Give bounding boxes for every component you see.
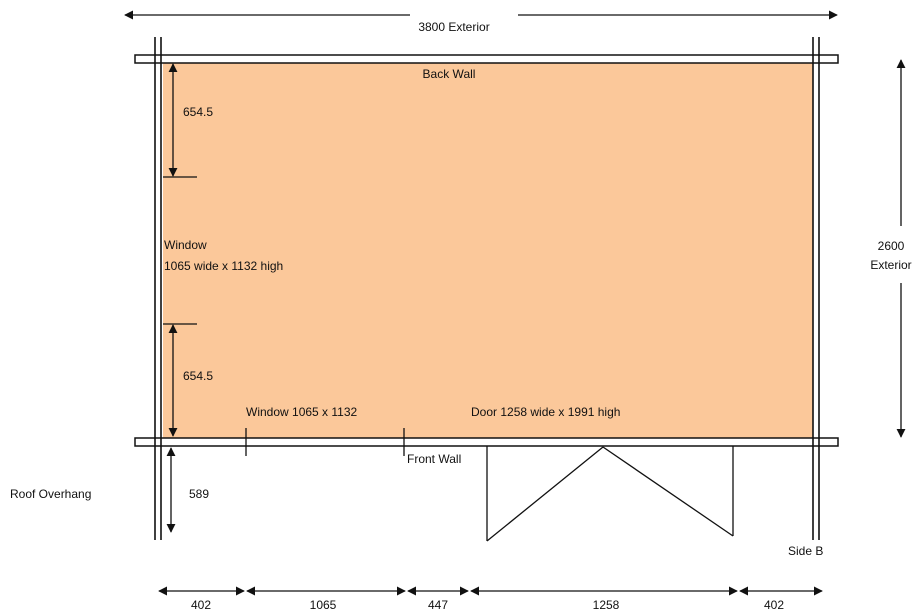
- door-label: Door 1258 wide x 1991 high: [471, 405, 620, 419]
- front-wall-beam: [134, 437, 839, 447]
- right-dimension-unit: Exterior: [870, 258, 911, 272]
- front-window-label: Window 1065 x 1132: [246, 405, 358, 419]
- overhang-depth-label: 589: [189, 487, 209, 501]
- door-swing: [486, 446, 734, 542]
- roof-overhang-label: Roof Overhang: [10, 487, 91, 501]
- upper-gap-label: 654.5: [183, 105, 213, 119]
- bottom-dimension-chain: 402 1065 447 1258 402: [158, 586, 823, 612]
- right-dimension-value: 2600: [878, 239, 905, 253]
- back-wall-label: Back Wall: [423, 67, 476, 81]
- top-dimension-label: 3800 Exterior: [418, 20, 489, 34]
- side-b-label: Side B: [788, 544, 823, 558]
- top-exterior-dimension: 3800 Exterior: [124, 10, 838, 34]
- bottom-dimension-3: 447: [428, 598, 448, 612]
- front-wall-label: Front Wall: [407, 452, 461, 466]
- overhang-dimension: 589: [166, 447, 209, 533]
- bottom-dimension-4: 1258: [593, 598, 620, 612]
- side-window-label-line2: 1065 wide x 1132 high: [164, 259, 283, 273]
- floor-area: [163, 62, 813, 439]
- right-exterior-dimension: 2600 Exterior: [870, 59, 912, 438]
- bottom-dimension-1: 402: [191, 598, 211, 612]
- back-wall-beam: [134, 54, 839, 64]
- bottom-dimension-2: 1065: [310, 598, 337, 612]
- side-window-label-line1: Window: [164, 238, 207, 252]
- lower-gap-label: 654.5: [183, 369, 213, 383]
- bottom-dimension-5: 402: [764, 598, 784, 612]
- right-side-posts: [812, 37, 820, 540]
- left-side-posts: [154, 37, 162, 540]
- lower-gap-dimension: 654.5: [163, 323, 213, 437]
- upper-gap-dimension: 654.5: [163, 63, 213, 178]
